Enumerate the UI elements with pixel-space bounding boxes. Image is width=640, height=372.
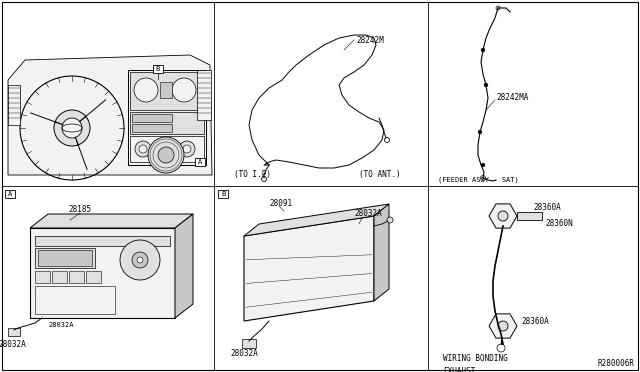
Circle shape	[481, 48, 485, 52]
Text: A: A	[198, 159, 202, 165]
Polygon shape	[244, 204, 389, 236]
Text: 28360N: 28360N	[545, 219, 573, 228]
Bar	[132, 124, 172, 132]
Bar	[130, 112, 204, 134]
Text: 28032A: 28032A	[48, 322, 74, 328]
Bar	[517, 212, 542, 220]
Circle shape	[46, 288, 50, 292]
Text: 28032A: 28032A	[354, 209, 381, 218]
Bar	[38, 250, 92, 266]
Bar	[5, 190, 15, 198]
Bar	[52, 271, 67, 283]
Circle shape	[54, 110, 90, 146]
Circle shape	[157, 141, 173, 157]
Polygon shape	[489, 204, 517, 228]
Circle shape	[484, 83, 488, 87]
Text: (TO ANT.): (TO ANT.)	[359, 170, 401, 180]
Circle shape	[493, 206, 513, 226]
Circle shape	[493, 316, 513, 336]
Text: B: B	[221, 191, 225, 197]
Bar	[130, 136, 204, 162]
Bar	[130, 72, 204, 110]
Text: B: B	[156, 66, 160, 72]
Circle shape	[478, 130, 482, 134]
Polygon shape	[175, 214, 193, 318]
Bar	[35, 271, 50, 283]
Circle shape	[498, 211, 508, 221]
Bar	[132, 114, 172, 122]
Polygon shape	[374, 204, 389, 301]
Circle shape	[134, 78, 158, 102]
Circle shape	[120, 240, 160, 280]
Circle shape	[498, 321, 508, 331]
Circle shape	[135, 141, 151, 157]
Bar	[197, 70, 211, 120]
Bar	[35, 236, 170, 246]
Bar	[86, 271, 101, 283]
Text: (TO I.P): (TO I.P)	[234, 170, 271, 180]
Bar	[69, 271, 84, 283]
Polygon shape	[489, 314, 517, 338]
Text: 28091: 28091	[269, 199, 292, 208]
Circle shape	[76, 288, 80, 292]
Text: R280006R: R280006R	[598, 359, 635, 368]
Circle shape	[481, 163, 485, 167]
Circle shape	[498, 211, 508, 221]
Bar	[8, 328, 20, 336]
Circle shape	[66, 288, 70, 292]
Bar	[195, 158, 205, 166]
Text: 28360A: 28360A	[533, 203, 561, 212]
Circle shape	[498, 321, 508, 331]
Bar	[218, 190, 228, 198]
Circle shape	[148, 137, 184, 173]
Polygon shape	[30, 214, 193, 228]
Bar	[153, 65, 163, 73]
Text: (FEEDER ASSY - SAT): (FEEDER ASSY - SAT)	[438, 177, 519, 183]
Circle shape	[137, 257, 143, 263]
Text: 28242MA: 28242MA	[496, 93, 529, 103]
Bar	[242, 339, 256, 348]
Circle shape	[62, 118, 82, 138]
Polygon shape	[8, 55, 212, 175]
Text: 28032A: 28032A	[0, 340, 26, 349]
Circle shape	[387, 217, 393, 223]
Circle shape	[139, 145, 147, 153]
Circle shape	[56, 288, 60, 292]
Text: 28032A: 28032A	[230, 349, 258, 358]
Circle shape	[158, 147, 174, 163]
Text: 28185: 28185	[68, 205, 92, 215]
Text: A: A	[8, 191, 12, 197]
Bar	[30, 228, 175, 318]
Bar	[35, 248, 95, 268]
Bar	[160, 82, 172, 98]
Circle shape	[172, 78, 196, 102]
Circle shape	[132, 252, 148, 268]
Text: 28360A: 28360A	[521, 317, 548, 326]
Circle shape	[183, 145, 191, 153]
Bar	[35, 286, 115, 314]
Bar	[128, 70, 206, 165]
Text: WIRING BONDING
EXHAUST: WIRING BONDING EXHAUST	[443, 354, 508, 372]
Circle shape	[179, 141, 195, 157]
Circle shape	[36, 288, 40, 292]
Bar	[8, 85, 20, 125]
Polygon shape	[244, 216, 374, 321]
Text: 28242M: 28242M	[356, 36, 384, 45]
Circle shape	[161, 145, 169, 153]
